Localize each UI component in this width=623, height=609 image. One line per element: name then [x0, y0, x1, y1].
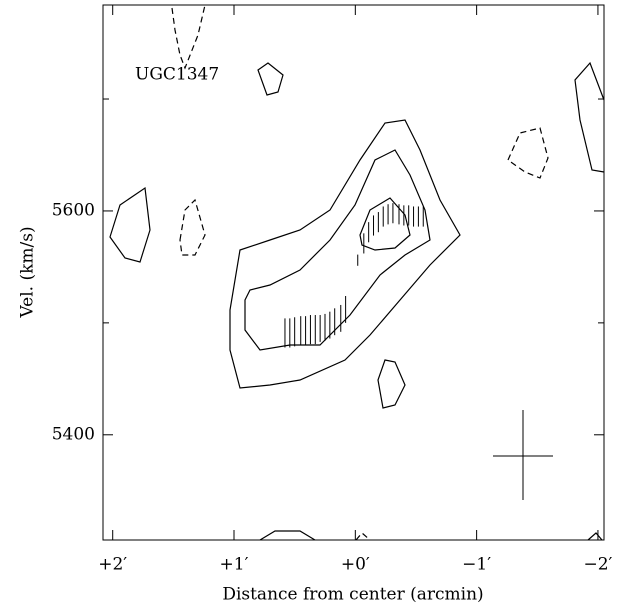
x-tick-label: +1′	[220, 555, 249, 575]
contour	[377, 359, 406, 409]
x-tick-label: −2′	[583, 555, 612, 575]
y-tick-label: 5400	[52, 424, 95, 444]
contours	[109, 4, 605, 541]
contour	[507, 127, 549, 179]
x-axis-label: Distance from center (arcmin)	[222, 585, 483, 605]
contour	[259, 530, 316, 541]
contour	[355, 532, 371, 541]
contour	[244, 149, 431, 351]
contour	[179, 198, 206, 256]
contour	[229, 119, 461, 389]
contour	[574, 61, 605, 173]
resolution-cross	[493, 410, 553, 500]
y-axis-label: Vel. (km/s)	[18, 226, 38, 318]
contour	[587, 532, 603, 541]
contour	[109, 186, 151, 263]
x-tick-label: +2′	[98, 555, 127, 575]
annotation: UGC1347	[135, 65, 219, 85]
contour	[359, 197, 411, 251]
plot-frame	[102, 4, 605, 541]
contour	[257, 62, 284, 96]
x-tick-label: +0′	[341, 555, 370, 575]
contour	[171, 4, 206, 70]
x-tick-label: −1′	[462, 555, 491, 575]
y-tick-label: 5600	[52, 200, 95, 220]
